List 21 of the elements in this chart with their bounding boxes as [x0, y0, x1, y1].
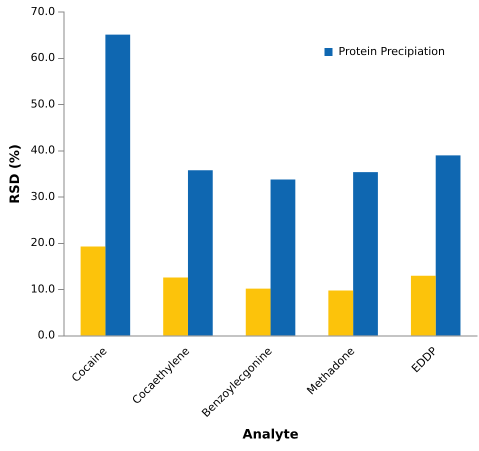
bar [270, 179, 296, 336]
bar [436, 155, 460, 336]
y-tick-label: 10.0 [30, 282, 56, 296]
x-axis-title: Analyte [242, 428, 299, 443]
bar [353, 172, 378, 336]
bar [80, 246, 106, 336]
bar [246, 288, 271, 336]
bar [163, 278, 188, 336]
bar [105, 34, 130, 336]
bar [188, 170, 213, 336]
bar [410, 276, 436, 336]
y-axis-title: RSD (%) [8, 144, 24, 204]
y-tick-label: 60.0 [30, 51, 56, 64]
y-tick-label: 70.0 [30, 4, 56, 18]
bar [328, 290, 354, 336]
y-tick-label: 30.0 [30, 190, 56, 203]
y-tick-label: 0.0 [38, 328, 56, 342]
y-tick-label: 50.0 [30, 97, 56, 110]
y-tick-label: 40.0 [30, 144, 56, 157]
y-tick-label: 20.0 [30, 236, 56, 250]
legend-label: Protein Precipiation [338, 44, 446, 58]
